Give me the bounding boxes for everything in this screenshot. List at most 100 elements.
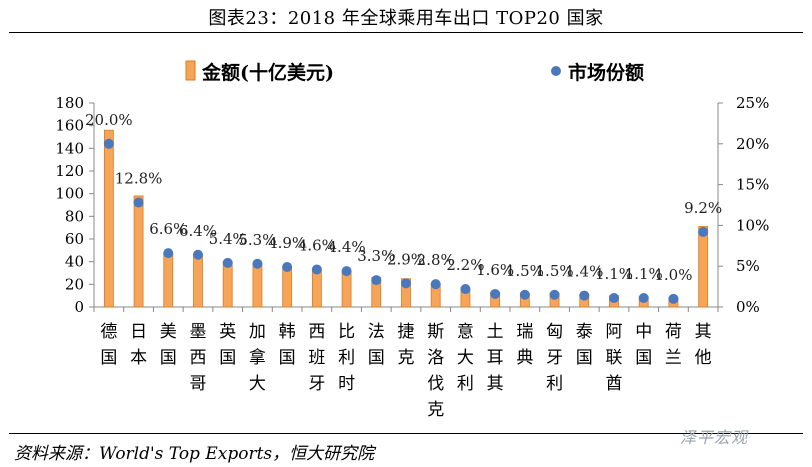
- share-point: [579, 290, 590, 301]
- category-label: 美国: [160, 322, 177, 368]
- category-label: 其他: [695, 322, 712, 368]
- bar: [698, 226, 709, 308]
- bar: [133, 195, 144, 308]
- category-label: 墨西哥: [190, 322, 207, 394]
- y-tick-label-left: 60: [65, 230, 84, 248]
- share-label: 2.9%: [387, 250, 425, 268]
- share-label: 2.2%: [446, 256, 484, 274]
- share-label: 5.3%: [238, 231, 276, 249]
- y-tick-label-left: 140: [55, 139, 84, 157]
- chart-title: 图表23：2018 年全球乘用车出口 TOP20 国家: [208, 8, 604, 29]
- category-label: 日本: [130, 322, 147, 368]
- share-point: [460, 284, 471, 295]
- y-tick-label-left: 0: [74, 298, 84, 316]
- category-label: 英国: [219, 322, 236, 368]
- footer-rule: [9, 433, 803, 434]
- category-label: 阿联酋: [606, 322, 623, 394]
- share-points: [103, 138, 709, 304]
- bar: [282, 266, 293, 308]
- y-tick-label-left: 20: [65, 275, 84, 293]
- legend-dot-label: 市场份额: [568, 61, 644, 84]
- category-label: 比利时: [338, 322, 355, 394]
- share-point: [103, 138, 114, 149]
- y-tick-label-right: 0%: [736, 298, 760, 316]
- share-label: 1.6%: [476, 261, 514, 279]
- share-label: 12.8%: [115, 170, 163, 188]
- share-label: 4.9%: [268, 234, 306, 252]
- bar: [222, 261, 233, 308]
- share-label: 1.5%: [536, 262, 574, 280]
- share-point: [193, 249, 203, 260]
- title-rule: [9, 32, 803, 33]
- share-point: [698, 226, 709, 237]
- category-label: 中国: [635, 322, 652, 368]
- category-label: 荷兰: [665, 322, 682, 368]
- bar: [103, 129, 114, 308]
- watermark: 泽平宏观: [680, 428, 749, 447]
- share-label: 20.0%: [85, 111, 133, 129]
- y-tick-label-left: 40: [65, 253, 84, 271]
- bar: [193, 255, 203, 308]
- share-point: [401, 278, 411, 289]
- share-point: [430, 279, 441, 290]
- share-label: 1.5%: [506, 262, 544, 280]
- bar: [163, 253, 174, 308]
- share-label: 5.4%: [209, 230, 247, 248]
- category-label: 西班牙: [308, 322, 325, 394]
- legend-dot-swatch: [551, 66, 561, 76]
- y-tick-label-right: 5%: [736, 257, 760, 275]
- share-label: 1.1%: [625, 265, 663, 283]
- share-point: [133, 197, 144, 208]
- bar: [311, 269, 322, 308]
- share-point: [519, 289, 530, 300]
- y-tick-label-left: 180: [55, 94, 84, 112]
- share-label: 6.4%: [179, 222, 217, 240]
- legend-bar-label: 金额(十亿美元): [201, 61, 334, 84]
- category-label: 德国: [100, 322, 117, 368]
- category-label: 加拿大: [249, 322, 266, 394]
- share-point: [341, 266, 352, 277]
- share-labels: 20.0% 12.8% 6.6%6.4%5.4%5.3%4.9%4.6%4.4%3.…: [85, 111, 722, 284]
- category-label: 瑞典: [516, 322, 533, 368]
- y-tick-label-left: 120: [55, 162, 84, 180]
- share-label: 1.1%: [595, 265, 633, 283]
- share-point: [549, 289, 560, 300]
- legend: 金额(十亿美元) 市场份额: [185, 60, 644, 84]
- category-label: 意大利: [457, 322, 474, 394]
- y-tick-label-right: 20%: [736, 135, 769, 153]
- category-label: 匈牙利: [546, 322, 563, 394]
- share-label: 4.6%: [298, 236, 336, 254]
- category-label: 泰国: [576, 322, 593, 368]
- chart: 金额(十亿美元) 市场份额 0 20 40 60 80 100 120 140 160 180 0%…: [55, 60, 769, 420]
- share-point: [311, 264, 322, 275]
- category-label: 法国: [368, 322, 385, 368]
- share-point: [282, 262, 293, 273]
- y-tick-label-right: 25%: [736, 94, 769, 112]
- y-tick-label-left: 160: [55, 117, 84, 135]
- category-label: 土耳其: [487, 322, 504, 394]
- share-point: [638, 293, 649, 304]
- share-point: [163, 248, 174, 259]
- y-tick-label-left: 100: [55, 185, 84, 203]
- category-label: 捷克: [398, 322, 415, 368]
- share-label: 1.4%: [565, 263, 603, 281]
- share-label: 4.4%: [328, 238, 366, 256]
- bar: [252, 263, 263, 308]
- category-label: 韩国: [279, 322, 296, 368]
- share-point: [371, 275, 382, 286]
- source-note: 资料来源：World's Top Exports，恒大研究院: [14, 444, 375, 464]
- category-labels: 德国日本美国墨西哥英国加拿大韩国西班牙比利时法国捷克斯洛伐克意大利土耳其瑞典匈牙…: [100, 322, 711, 420]
- share-point: [490, 288, 501, 299]
- share-point: [609, 293, 619, 304]
- y-tick-label-left: 80: [65, 207, 84, 225]
- legend-bar-swatch: [185, 60, 196, 81]
- y-tick-label-right: 15%: [736, 176, 769, 194]
- share-point: [668, 293, 679, 304]
- share-label: 9.2%: [684, 199, 722, 217]
- category-label: 斯洛伐克: [427, 322, 444, 420]
- y-tick-label-right: 10%: [736, 216, 769, 234]
- share-label: 2.8%: [417, 251, 455, 269]
- share-label: 6.6%: [149, 220, 187, 238]
- share-label: 1.0%: [654, 266, 692, 284]
- share-point: [222, 257, 233, 268]
